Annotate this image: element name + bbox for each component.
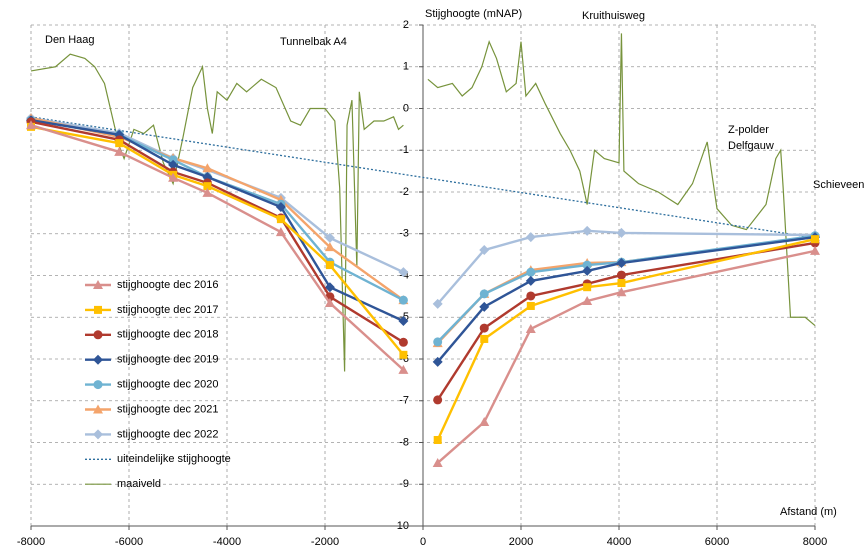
series-line xyxy=(30,116,816,239)
point xyxy=(526,267,536,277)
point xyxy=(479,245,490,256)
y-tick-label: 1 xyxy=(403,61,409,73)
legend-marker xyxy=(93,330,103,340)
legend-label: stijghoogte dec 2022 xyxy=(117,428,219,440)
point xyxy=(525,323,536,333)
y-tick-label: -6 xyxy=(399,353,409,365)
point xyxy=(810,245,820,255)
x-tick-label: -6000 xyxy=(115,536,143,548)
legend-marker xyxy=(93,429,103,440)
legend-label: stijghoogte dec 2016 xyxy=(117,279,219,291)
point xyxy=(399,350,408,359)
point xyxy=(616,270,626,280)
point xyxy=(275,227,286,237)
point xyxy=(616,257,627,268)
y-tick-label: -3 xyxy=(399,228,409,240)
point xyxy=(616,227,627,238)
legend-marker xyxy=(94,305,102,314)
point xyxy=(433,395,443,405)
y-tick-label: -7 xyxy=(399,395,409,407)
point xyxy=(398,316,409,327)
point xyxy=(582,260,592,270)
point xyxy=(811,235,819,244)
point xyxy=(525,275,536,286)
annotation: Stijghoogte (mNAP) xyxy=(425,8,522,20)
point xyxy=(275,202,286,213)
point xyxy=(114,146,125,156)
x-tick-label: -4000 xyxy=(213,536,241,548)
annotation: Den Haag xyxy=(45,34,95,46)
x-tick-label: 8000 xyxy=(803,536,827,548)
legend-label: stijghoogte dec 2019 xyxy=(117,354,219,366)
legend-label: stijghoogte dec 2020 xyxy=(117,379,219,391)
point xyxy=(582,295,593,305)
point xyxy=(526,301,535,310)
legend-label: stijghoogte dec 2021 xyxy=(117,403,219,415)
legend-label: stijghoogte dec 2018 xyxy=(117,329,219,341)
point xyxy=(479,301,490,312)
point xyxy=(479,417,490,427)
y-tick-label: -9 xyxy=(399,478,409,490)
legend-label: maaiveld xyxy=(117,478,161,490)
legend-label: stijghoogte dec 2017 xyxy=(117,304,219,316)
y-tick-label: -2 xyxy=(399,186,409,198)
point xyxy=(433,435,442,444)
point xyxy=(324,282,335,293)
x-tick-label: 0 xyxy=(420,536,426,548)
point xyxy=(202,187,213,197)
x-tick-label: 6000 xyxy=(705,536,729,548)
annotation: Schieveen xyxy=(813,179,864,191)
point xyxy=(525,232,536,243)
point xyxy=(115,139,124,148)
point xyxy=(26,120,36,130)
point xyxy=(168,172,179,182)
x-tick-label: -8000 xyxy=(17,536,45,548)
point xyxy=(582,265,593,276)
y-tick-label: -1 xyxy=(399,144,409,156)
x-tick-label: 4000 xyxy=(607,536,631,548)
point xyxy=(583,283,592,292)
x-tick-label: 2000 xyxy=(509,536,533,548)
point xyxy=(398,364,409,374)
legend-label: uiteindelijke stijghoogte xyxy=(117,453,231,465)
point xyxy=(616,287,627,297)
legend-marker xyxy=(93,380,103,390)
point xyxy=(324,298,335,308)
point xyxy=(398,295,408,305)
legend-marker xyxy=(93,354,103,365)
point xyxy=(432,298,443,309)
point xyxy=(617,279,626,288)
x-tick-label: -2000 xyxy=(311,536,339,548)
legend-marker xyxy=(93,404,103,414)
point xyxy=(203,182,212,191)
point xyxy=(582,225,593,236)
annotation: Z-polder xyxy=(728,124,769,136)
point xyxy=(479,323,489,333)
y-tick-label: 0 xyxy=(403,102,409,114)
point xyxy=(433,337,443,347)
point xyxy=(202,163,213,173)
point xyxy=(398,337,408,347)
annotation: Kruithuisweg xyxy=(582,10,645,22)
point xyxy=(168,155,178,165)
point xyxy=(398,267,409,278)
legend-marker xyxy=(93,280,103,289)
annotation: Tunnelbak A4 xyxy=(280,36,347,48)
y-tick-label: -8 xyxy=(399,436,409,448)
point xyxy=(432,457,443,467)
point xyxy=(479,289,489,299)
point xyxy=(480,334,489,343)
y-tick-label: 2 xyxy=(403,19,409,31)
point xyxy=(324,242,335,252)
point xyxy=(432,356,443,367)
point xyxy=(276,215,285,224)
point xyxy=(324,232,335,243)
point xyxy=(168,159,179,170)
point xyxy=(325,261,334,270)
annotation: Delfgauw xyxy=(728,140,774,152)
point xyxy=(526,291,536,301)
annotation: Afstand (m) xyxy=(780,506,837,518)
